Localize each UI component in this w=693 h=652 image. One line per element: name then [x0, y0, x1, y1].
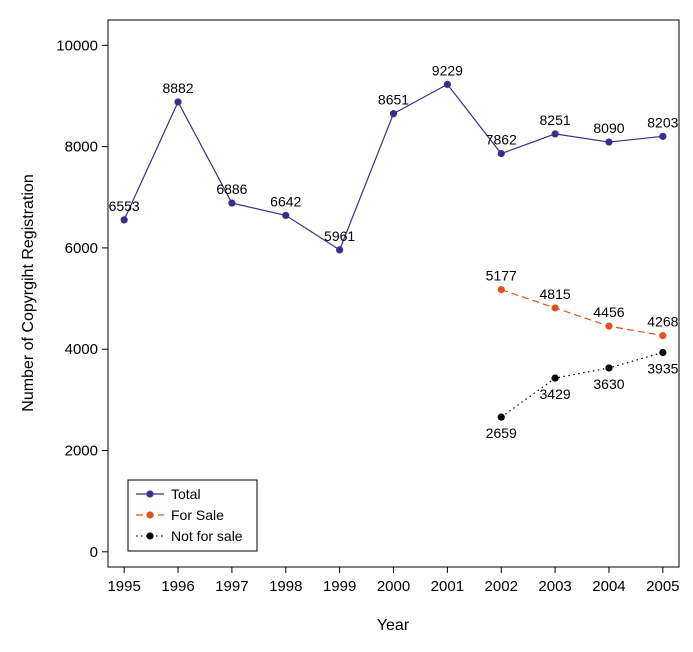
- data-label-total-2002: 7862: [486, 132, 517, 148]
- data-label-total-1995: 6553: [109, 198, 140, 214]
- legend-label-for-sale: For Sale: [171, 507, 224, 523]
- data-label-total-1998: 6642: [270, 193, 301, 209]
- point-total-2002: [497, 150, 505, 158]
- point-total-1997: [228, 199, 236, 207]
- point-total-1998: [282, 211, 290, 220]
- data-label-total-2000: 8651: [378, 92, 409, 108]
- data-label-not-for-sale-2004: 3630: [593, 376, 624, 392]
- point-total-1995: [120, 216, 128, 224]
- y-tick-label-0: 0: [90, 544, 98, 561]
- y-axis: 0 2000 4000 6000 8000 10000: [56, 37, 108, 561]
- x-tick-label-1995: 1995: [107, 578, 140, 595]
- y-tick-label-10000: 10000: [56, 37, 98, 54]
- x-axis: 1995 1996 1997 1998 1999 2000 2001 2002 2003 2004…: [107, 567, 680, 595]
- data-label-total-1996: 8882: [162, 80, 193, 96]
- y-tick-label-6000: 6000: [65, 240, 98, 257]
- point-total-2005: [659, 132, 667, 140]
- point-total-1996: [174, 98, 182, 106]
- legend-marker-for-sale: [146, 511, 154, 519]
- data-labels: 6553 8882 6886 6642 5961 8651 9229 7862 8251 8090…: [109, 62, 679, 441]
- point-total-2003: [551, 130, 559, 138]
- x-tick-label-2003: 2003: [538, 578, 571, 595]
- series-layer: [120, 80, 667, 421]
- point-not-for-sale-2002: [497, 413, 505, 421]
- series-line-for-sale: [501, 289, 663, 337]
- y-tick-label-8000: 8000: [65, 139, 98, 156]
- point-for-sale-2003: [551, 304, 559, 312]
- data-label-for-sale-2002: 5177: [486, 268, 517, 284]
- x-tick-label-2002: 2002: [485, 578, 518, 595]
- point-not-for-sale-2004: [605, 364, 613, 372]
- y-axis-title: Number of Copyrgiht Registration: [20, 174, 37, 411]
- legend-label-not-for-sale: Not for sale: [171, 528, 243, 544]
- legend-label-total: Total: [171, 486, 201, 502]
- data-label-total-1999: 5961: [324, 228, 355, 244]
- y-tick-label-4000: 4000: [65, 341, 98, 358]
- point-total-2001: [443, 80, 451, 88]
- x-tick-label-2005: 2005: [646, 578, 679, 595]
- point-total-1999: [336, 246, 344, 254]
- x-tick-label-1999: 1999: [323, 578, 356, 595]
- data-label-not-for-sale-2002: 2659: [486, 425, 517, 441]
- series-line-total: [123, 83, 663, 251]
- point-total-2000: [389, 110, 398, 118]
- legend: Total For Sale Not for sale: [127, 479, 258, 552]
- data-label-for-sale-2004: 4456: [593, 304, 624, 320]
- data-label-not-for-sale-2003: 3429: [540, 386, 571, 402]
- x-tick-label-2004: 2004: [592, 578, 625, 595]
- data-label-for-sale-2005: 4268: [647, 314, 678, 330]
- x-tick-label-2001: 2001: [431, 578, 464, 595]
- point-not-for-sale-2005: [659, 348, 667, 357]
- data-label-for-sale-2003: 4815: [540, 286, 571, 302]
- data-label-total-2005: 8203: [647, 114, 678, 130]
- point-for-sale-2005: [659, 332, 667, 340]
- series-line-not-for-sale: [500, 351, 664, 418]
- x-axis-title: Year: [377, 617, 410, 634]
- x-tick-label-1996: 1996: [161, 578, 194, 595]
- x-tick-label-1998: 1998: [269, 578, 302, 595]
- point-not-for-sale-2003: [551, 374, 559, 382]
- data-label-total-2001: 9229: [432, 62, 463, 78]
- data-label-not-for-sale-2005: 3935: [647, 361, 678, 377]
- point-for-sale-2004: [605, 322, 613, 330]
- data-label-total-2004: 8090: [593, 120, 624, 136]
- data-label-total-2003: 8251: [540, 112, 571, 128]
- point-for-sale-2002: [497, 286, 505, 294]
- data-label-total-1997: 6886: [216, 181, 247, 197]
- x-tick-label-2000: 2000: [377, 578, 410, 595]
- point-total-2004: [605, 138, 613, 146]
- legend-marker-total: [146, 490, 154, 498]
- x-tick-label-1997: 1997: [215, 578, 248, 595]
- legend-marker-not-for-sale: [146, 532, 154, 540]
- y-tick-label-2000: 2000: [65, 443, 98, 460]
